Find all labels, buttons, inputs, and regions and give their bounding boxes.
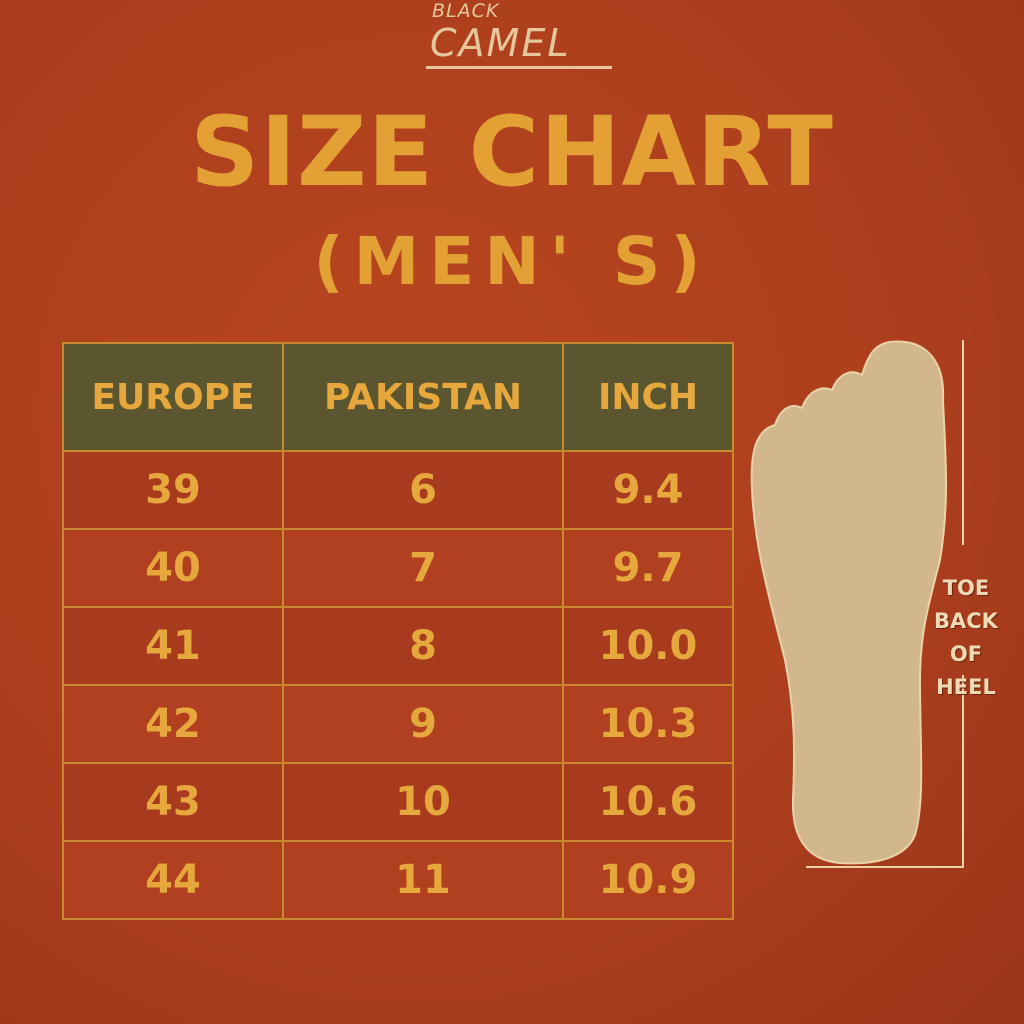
cell-pakistan: 11 bbox=[282, 840, 564, 920]
cell-europe: 41 bbox=[62, 606, 284, 686]
cell-pakistan: 10 bbox=[282, 762, 564, 842]
cell-inch: 10.9 bbox=[562, 840, 734, 920]
logo-text-black: BLACK bbox=[432, 0, 500, 22]
measure-label-line: TOE bbox=[942, 576, 990, 600]
cell-pakistan: 7 bbox=[282, 528, 564, 608]
table-row: 42 9 10.3 bbox=[62, 684, 734, 764]
cell-inch: 9.4 bbox=[562, 450, 734, 530]
cell-pakistan: 6 bbox=[282, 450, 564, 530]
table-row: 40 7 9.7 bbox=[62, 528, 734, 608]
foot-outline-icon bbox=[750, 340, 964, 868]
cell-europe: 42 bbox=[62, 684, 284, 764]
header-europe: EUROPE bbox=[62, 342, 284, 452]
measure-label-line: OF bbox=[949, 642, 983, 666]
measure-label-line: HEEL bbox=[936, 675, 996, 699]
cell-inch: 10.0 bbox=[562, 606, 734, 686]
header-pakistan: PAKISTAN bbox=[282, 342, 564, 452]
table-row: 43 10 10.6 bbox=[62, 762, 734, 842]
cell-europe: 39 bbox=[62, 450, 284, 530]
logo-underline bbox=[426, 66, 612, 69]
page-subtitle: (MEN' S) bbox=[313, 223, 711, 300]
logo-text-camel: CAMEL bbox=[430, 21, 571, 65]
measure-label: TOE BACK OF HEEL bbox=[928, 572, 1004, 704]
size-table: EUROPE PAKISTAN INCH 39 6 9.4 40 7 9.7 41 8 10.0… bbox=[62, 342, 734, 920]
cell-europe: 40 bbox=[62, 528, 284, 608]
cell-europe: 44 bbox=[62, 840, 284, 920]
cell-inch: 10.6 bbox=[562, 762, 734, 842]
brand-logo: BLACK CAMEL bbox=[424, 0, 614, 72]
table-row: 41 8 10.0 bbox=[62, 606, 734, 686]
cell-pakistan: 8 bbox=[282, 606, 564, 686]
cell-inch: 9.7 bbox=[562, 528, 734, 608]
cell-europe: 43 bbox=[62, 762, 284, 842]
table-row: 44 11 10.9 bbox=[62, 840, 734, 920]
cell-pakistan: 9 bbox=[282, 684, 564, 764]
page-title: SIZE CHART bbox=[190, 96, 834, 208]
header-inch: INCH bbox=[562, 342, 734, 452]
cell-inch: 10.3 bbox=[562, 684, 734, 764]
table-header-row: EUROPE PAKISTAN INCH bbox=[62, 342, 734, 452]
measure-label-line: BACK bbox=[934, 609, 998, 633]
table-row: 39 6 9.4 bbox=[62, 450, 734, 530]
